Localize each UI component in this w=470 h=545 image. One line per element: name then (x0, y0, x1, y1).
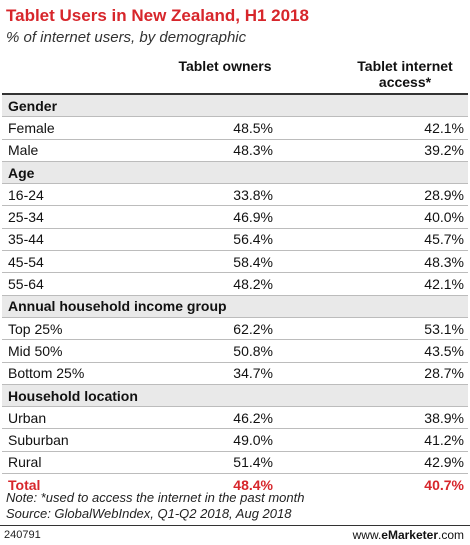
tablet-internet-access-value: 39.2% (273, 139, 468, 162)
row-label: 25-34 (2, 205, 163, 229)
chart-title: Tablet Users in New Zealand, H1 2018 (6, 6, 309, 25)
table-row: Mid 50% 50.8% 43.5% (2, 339, 468, 363)
footnote: Note: *used to access the internet in th… (6, 490, 305, 505)
table-row: Bottom 25% 34.7% 28.7% (2, 362, 468, 385)
section-label: Annual household income group (2, 295, 468, 318)
section-label: Age (2, 161, 468, 185)
section-header-row: Gender (2, 93, 468, 118)
brand-logo: www.eMarketer.com (353, 528, 464, 542)
section-label: Gender (2, 93, 468, 118)
tablet-internet-access-value: 53.1% (273, 317, 468, 341)
row-label: 45-54 (2, 250, 163, 274)
row-label: Rural (2, 451, 163, 475)
source-note: Source: GlobalWebIndex, Q1-Q2 2018, Aug … (6, 506, 292, 521)
tablet-owners-value: 33.8% (163, 183, 273, 207)
tablet-internet-access-value: 42.1% (273, 116, 468, 140)
row-label: Suburban (2, 428, 163, 452)
tablet-owners-value: 49.0% (163, 428, 273, 452)
table-row: Suburban 49.0% 41.2% (2, 428, 468, 452)
total-tablet-internet-access-value: 40.7% (273, 473, 468, 496)
table-row: 45-54 58.4% 48.3% (2, 250, 468, 274)
table-row: Female 48.5% 42.1% (2, 116, 468, 140)
tablet-owners-value: 34.7% (163, 362, 273, 385)
total-label: Total (2, 473, 163, 496)
section-header-row: Annual household income group (2, 295, 468, 318)
tablet-internet-access-value: 43.5% (273, 339, 468, 363)
table-row: Urban 46.2% 38.9% (2, 406, 468, 430)
table-row: Top 25% 62.2% 53.1% (2, 317, 468, 341)
tablet-internet-access-value: 42.1% (273, 272, 468, 296)
tablet-internet-access-value: 28.7% (273, 362, 468, 385)
brand-name: eMarketer (381, 528, 438, 542)
row-label: Top 25% (2, 317, 163, 341)
table-row: Male 48.3% 39.2% (2, 139, 468, 162)
tablet-owners-value: 58.4% (163, 250, 273, 274)
tablet-internet-access-value: 48.3% (273, 250, 468, 274)
total-row: Total 48.4% 40.7% (2, 473, 468, 496)
row-label: Urban (2, 406, 163, 430)
row-label: Female (2, 116, 163, 140)
brand-suffix: .com (437, 528, 464, 542)
tablet-internet-access-value: 28.9% (273, 183, 468, 207)
tablet-owners-value: 48.2% (163, 272, 273, 296)
section-header-row: Household location (2, 384, 468, 408)
data-table-body: Gender Female 48.5% 42.1% Male 48.3% 39.2% Age 1… (2, 93, 468, 496)
chart-id: 240791 (4, 529, 41, 541)
tablet-owners-value: 48.3% (163, 139, 273, 162)
chart-subtitle: % of internet users, by demographic (6, 29, 247, 46)
footer-divider (0, 525, 470, 526)
row-label: 55-64 (2, 272, 163, 296)
tablet-owners-value: 48.5% (163, 116, 273, 140)
total-tablet-owners-value: 48.4% (163, 473, 273, 496)
tablet-internet-access-value: 45.7% (273, 228, 468, 252)
row-label: 16-24 (2, 183, 163, 207)
table-row: 35-44 56.4% 45.7% (2, 228, 468, 252)
section-label: Household location (2, 384, 468, 408)
tablet-owners-value: 50.8% (163, 339, 273, 363)
brand-prefix: www. (352, 528, 382, 542)
tablet-owners-value: 46.9% (163, 205, 273, 229)
table-row: 16-24 33.8% 28.9% (2, 183, 468, 207)
row-label: 35-44 (2, 228, 163, 252)
table-row: 55-64 48.2% 42.1% (2, 272, 468, 296)
row-label: Male (2, 139, 163, 162)
column-header-tablet-owners: Tablet owners (178, 58, 272, 74)
tablet-internet-access-value: 40.0% (273, 205, 468, 229)
table-row: 25-34 46.9% 40.0% (2, 205, 468, 229)
tablet-owners-value: 62.2% (163, 317, 273, 341)
tablet-owners-value: 51.4% (163, 451, 273, 475)
tablet-internet-access-value: 41.2% (273, 428, 468, 452)
data-table: Gender Female 48.5% 42.1% Male 48.3% 39.2% Age 1… (2, 93, 468, 496)
tablet-internet-access-value: 38.9% (273, 406, 468, 430)
tablet-owners-value: 56.4% (163, 228, 273, 252)
table-row: Rural 51.4% 42.9% (2, 451, 468, 475)
column-header-tablet-internet-access: Tablet internet access* (357, 58, 453, 90)
section-header-row: Age (2, 161, 468, 185)
tablet-internet-access-value: 42.9% (273, 451, 468, 475)
tablet-owners-value: 46.2% (163, 406, 273, 430)
row-label: Bottom 25% (2, 362, 163, 385)
row-label: Mid 50% (2, 339, 163, 363)
